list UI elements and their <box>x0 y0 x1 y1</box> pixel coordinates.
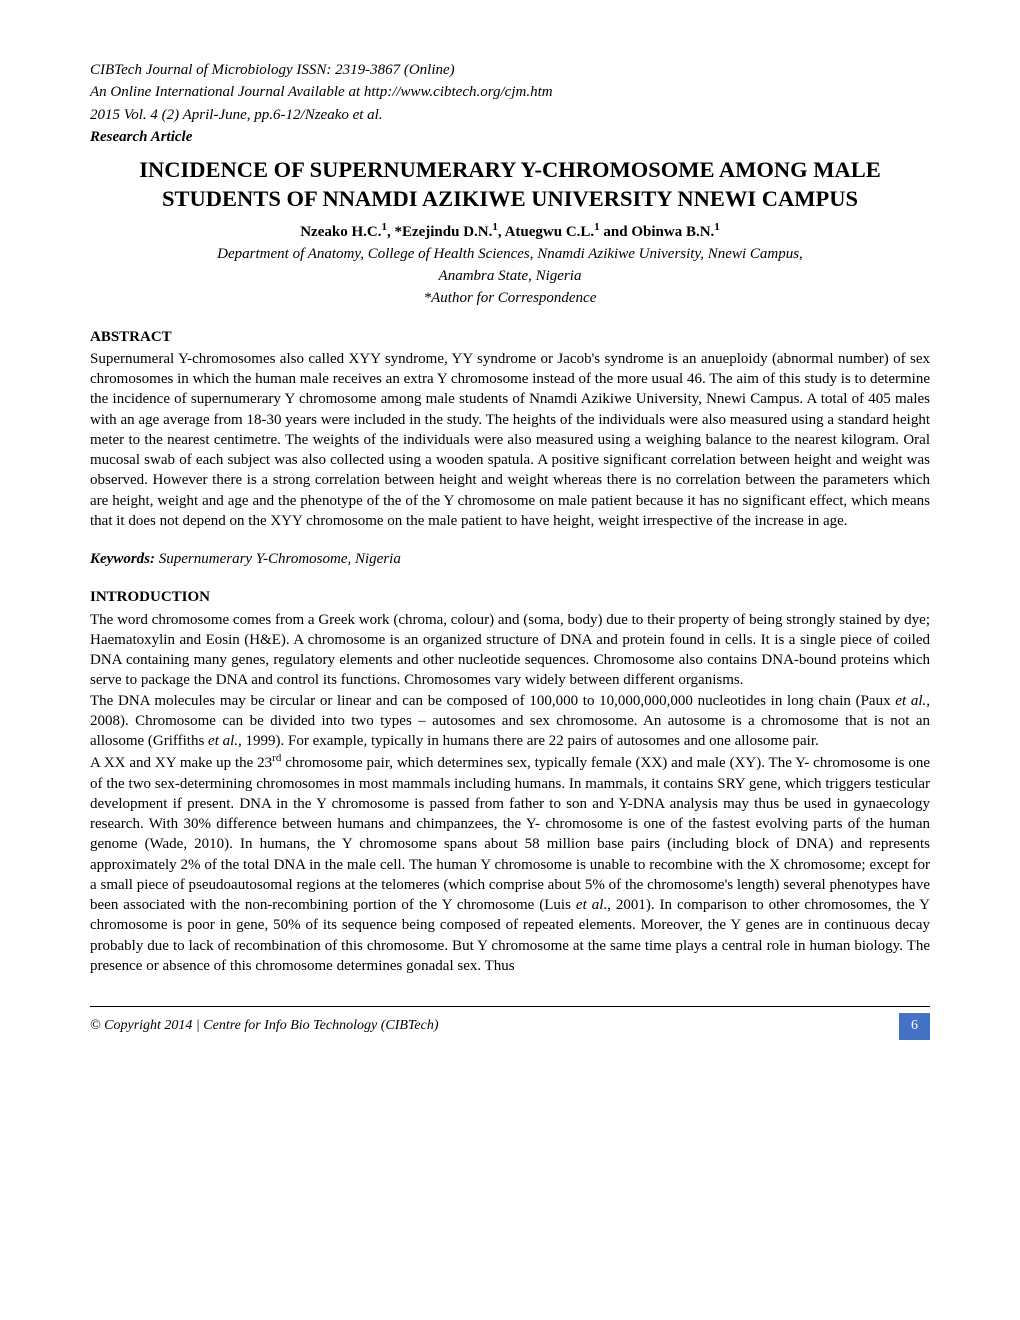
page-number: 6 <box>899 1013 930 1040</box>
copyright-text: © Copyright 2014 | Centre for Info Bio T… <box>90 1017 439 1036</box>
affiliation-line1: Department of Anatomy, College of Health… <box>90 244 930 264</box>
intro-para-2: The DNA molecules may be circular or lin… <box>90 691 930 752</box>
journal-name: CIBTech Journal of Microbiology ISSN: 23… <box>90 60 930 80</box>
introduction-heading: INTRODUCTION <box>90 587 930 607</box>
abstract-heading: ABSTRACT <box>90 327 930 347</box>
keywords-label: Keywords: <box>90 551 155 567</box>
page-footer: © Copyright 2014 | Centre for Info Bio T… <box>90 1006 930 1040</box>
volume-info: 2015 Vol. 4 (2) April-June, pp.6-12/Nzea… <box>90 105 930 125</box>
keywords-value: Supernumerary Y-Chromosome, Nigeria <box>155 551 401 567</box>
intro-para-1: The word chromosome comes from a Greek w… <box>90 610 930 691</box>
intro-para-3: A XX and XY make up the 23rd chromosome … <box>90 751 930 976</box>
journal-url: An Online International Journal Availabl… <box>90 82 930 102</box>
article-title: INCIDENCE OF SUPERNUMERARY Y-CHROMOSOME … <box>90 155 930 214</box>
keywords-line: Keywords: Supernumerary Y-Chromosome, Ni… <box>90 549 930 569</box>
affiliation-line2: Anambra State, Nigeria <box>90 266 930 286</box>
abstract-body: Supernumeral Y-chromosomes also called X… <box>90 349 930 531</box>
author-list: Nzeako H.C.1, *Ezejindu D.N.1, Atuegwu C… <box>90 220 930 242</box>
article-type: Research Article <box>90 127 930 147</box>
correspondence-note: *Author for Correspondence <box>90 288 930 308</box>
